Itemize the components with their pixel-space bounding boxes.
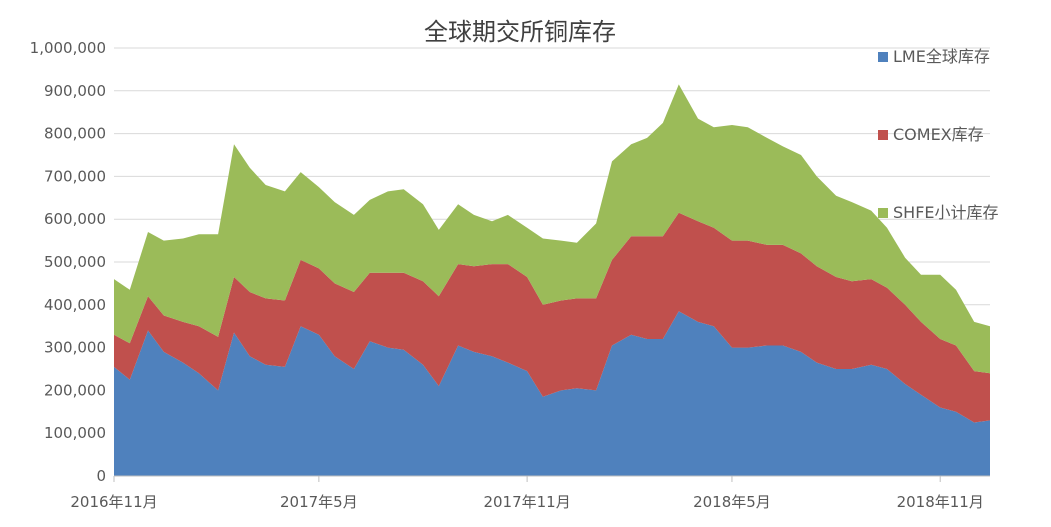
legend-swatch <box>878 130 888 140</box>
legend-swatch <box>878 52 888 62</box>
y-tick-label: 600,000 <box>44 210 106 228</box>
legend-label: LME全球库存 <box>893 47 990 66</box>
legend: LME全球库存 COMEX库存 SHFE小计库存 <box>878 47 999 222</box>
x-tick-label: 2016年11月 <box>70 493 157 511</box>
x-tick-label: 2017年11月 <box>483 493 570 511</box>
y-tick-label: 300,000 <box>44 339 106 357</box>
area-series-COMEX库存 <box>114 212 990 423</box>
y-tick-label: 500,000 <box>44 253 106 271</box>
y-tick-label: 900,000 <box>44 82 106 100</box>
x-tick-label: 2018年11月 <box>897 493 984 511</box>
legend-swatch <box>878 208 888 218</box>
y-tick-label: 700,000 <box>44 167 106 185</box>
axes: 0 100,000 200,000 300,000 400,000 500,000 600,… <box>30 39 990 511</box>
y-tick-label: 800,000 <box>44 125 106 143</box>
y-tick-label: 100,000 <box>44 424 106 442</box>
area-series-SHFE小计库存 <box>114 84 990 374</box>
legend-label: COMEX库存 <box>893 125 984 144</box>
y-tick-label: 1,000,000 <box>30 39 106 57</box>
plot-areas <box>114 84 990 476</box>
chart-title: 全球期交所铜库存 <box>424 18 616 46</box>
x-tick-label: 2018年5月 <box>693 493 771 511</box>
y-tick-label: 200,000 <box>44 381 106 399</box>
y-tick-label: 400,000 <box>44 296 106 314</box>
area-series-LME全球库存 <box>114 311 990 476</box>
x-tick-label: 2017年5月 <box>280 493 358 511</box>
legend-label: SHFE小计库存 <box>893 203 999 222</box>
y-tick-label: 0 <box>96 467 106 485</box>
